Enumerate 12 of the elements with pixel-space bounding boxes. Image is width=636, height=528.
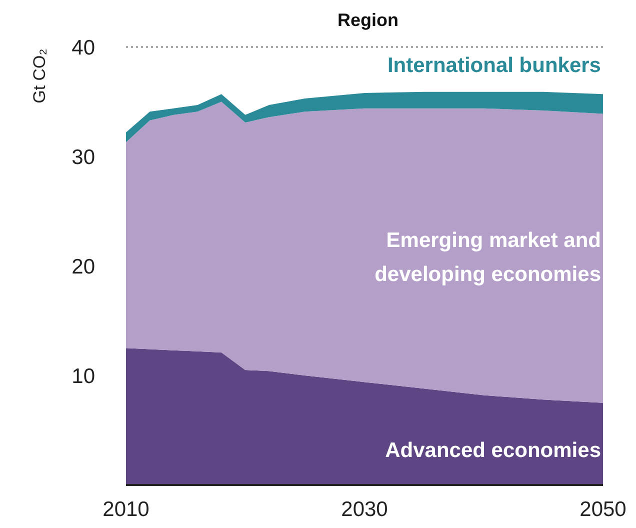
x-tick-label: 2030 — [341, 498, 388, 521]
series-label: Advanced economies — [385, 438, 601, 464]
series-label: International bunkers — [387, 53, 601, 80]
series-label: Emerging market and developing economies — [374, 228, 601, 288]
x-tick-label: 2010 — [102, 498, 150, 521]
y-tick-label: 40 — [72, 36, 95, 60]
y-axis-title: Gt CO₂ — [30, 48, 50, 104]
y-tick-label: 20 — [72, 255, 95, 278]
y-tick-label: 30 — [72, 146, 95, 169]
chart-title: Region — [336, 10, 400, 31]
x-tick-label: 2050 — [580, 498, 626, 521]
y-tick-label: 10 — [72, 364, 95, 388]
